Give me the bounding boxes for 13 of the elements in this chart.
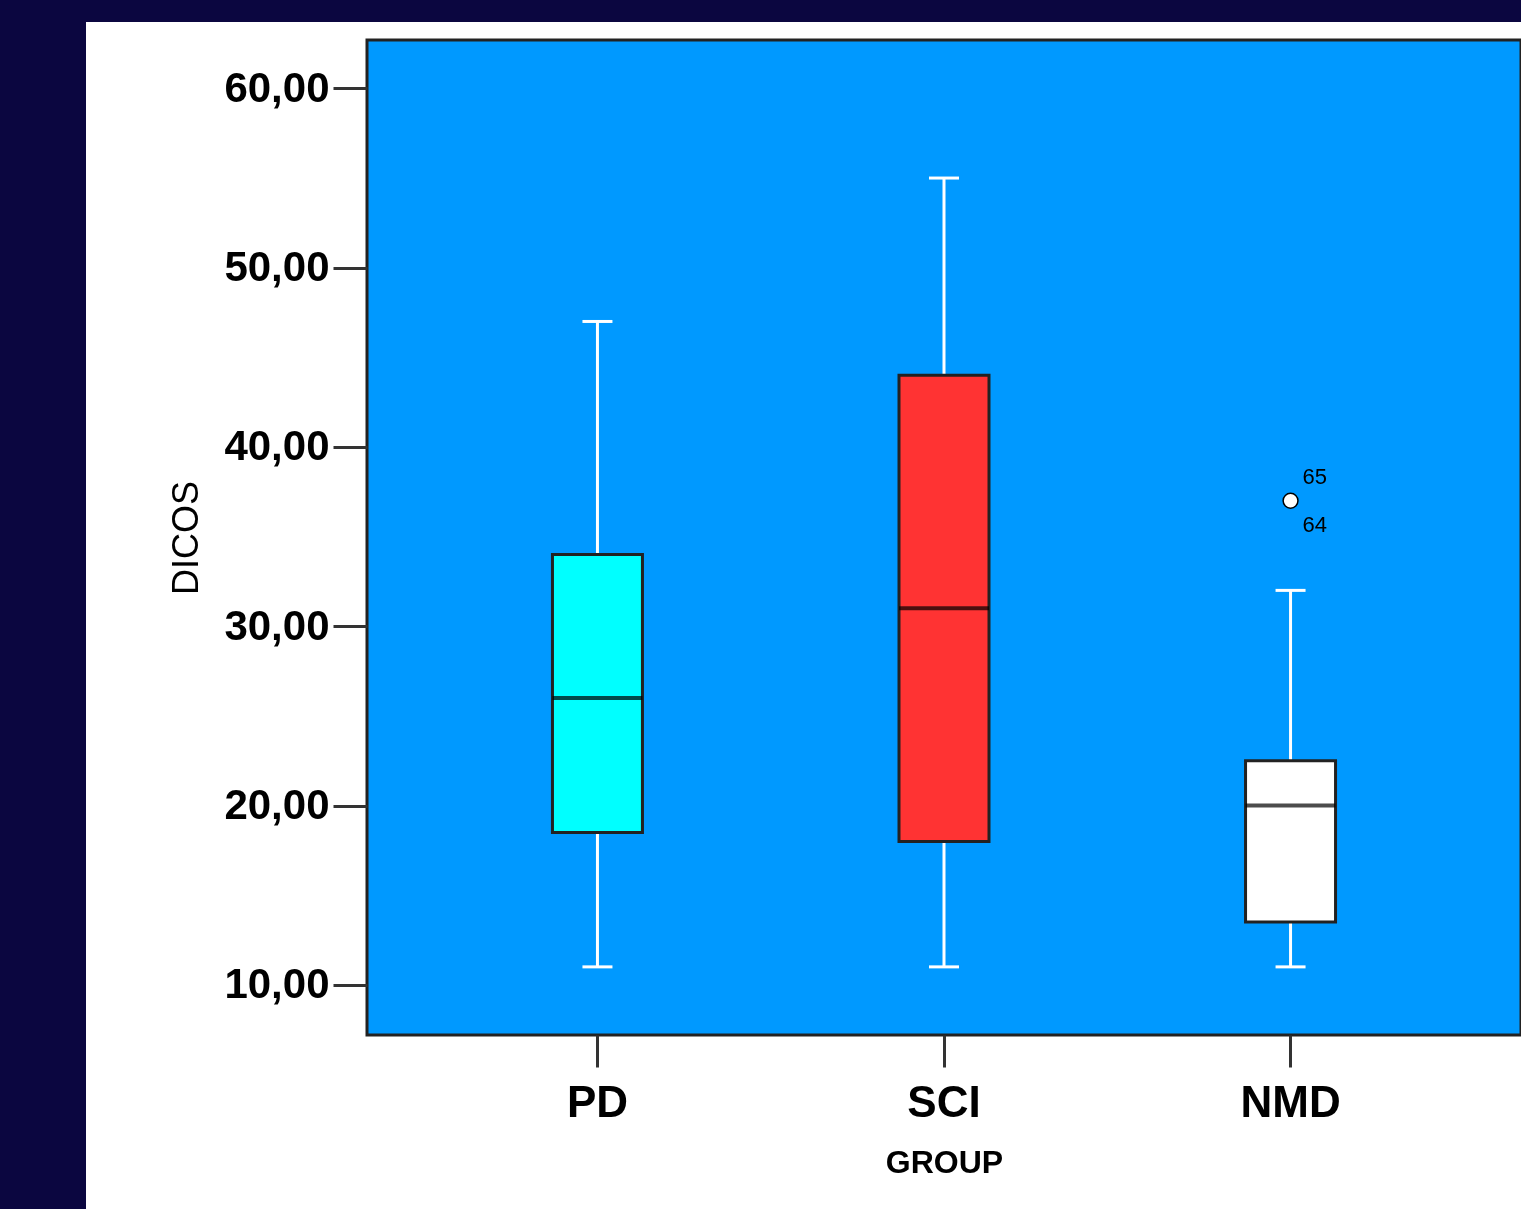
y-tick-label: 50,00 <box>224 243 330 291</box>
x-tick-label: SCI <box>907 1076 981 1126</box>
annotation: 65 <box>1302 463 1328 489</box>
x-tick-label: PD <box>566 1076 629 1126</box>
x-tick-label: NMD <box>1240 1076 1341 1126</box>
y-tick-label: 60,00 <box>224 63 330 111</box>
y-axis-title: DICOS <box>165 480 207 596</box>
annotation: 64 <box>1302 511 1328 537</box>
y-tick-label: 30,00 <box>224 601 330 649</box>
y-tick-label: 40,00 <box>224 422 330 470</box>
y-tick-label: 20,00 <box>224 781 330 829</box>
y-tick-label: 10,00 <box>224 960 330 1008</box>
x-axis-title: GROUP <box>885 1143 1004 1180</box>
